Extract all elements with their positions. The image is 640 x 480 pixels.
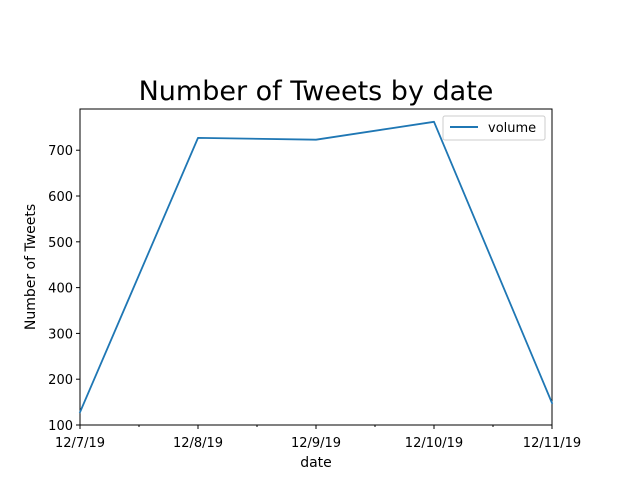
legend: volume bbox=[442, 115, 546, 141]
y-tick-label: 500 bbox=[48, 236, 73, 251]
plot-frame bbox=[79, 108, 553, 426]
x-tick-label: 12/8/19 bbox=[173, 436, 223, 451]
legend-box bbox=[442, 115, 546, 141]
y-tick-label: 600 bbox=[48, 190, 73, 205]
x-tick-label: 12/9/19 bbox=[291, 436, 341, 451]
y-tick-label: 400 bbox=[48, 282, 73, 297]
y-tick-label: 700 bbox=[48, 144, 73, 159]
x-axis: 12/7/19 12/8/19 12/9/19 12/10/19 12/11/19 bbox=[55, 425, 581, 451]
series-layer bbox=[78, 120, 554, 414]
series-line-volume bbox=[78, 120, 554, 414]
x-tick-label: 12/10/19 bbox=[405, 436, 463, 451]
x-axis-label: date bbox=[300, 455, 332, 471]
x-tick-label: 12/11/19 bbox=[523, 436, 581, 451]
y-axis-label: Number of Tweets bbox=[23, 204, 39, 330]
chart-title: Number of Tweets by date bbox=[139, 76, 494, 107]
legend-label: volume bbox=[488, 121, 536, 136]
y-tick-label: 200 bbox=[48, 373, 73, 388]
y-axis: 100 200 300 400 500 600 700 bbox=[48, 144, 80, 434]
x-tick-label: 12/7/19 bbox=[55, 436, 105, 451]
y-tick-label: 100 bbox=[48, 419, 73, 434]
y-tick-label: 300 bbox=[48, 327, 73, 342]
